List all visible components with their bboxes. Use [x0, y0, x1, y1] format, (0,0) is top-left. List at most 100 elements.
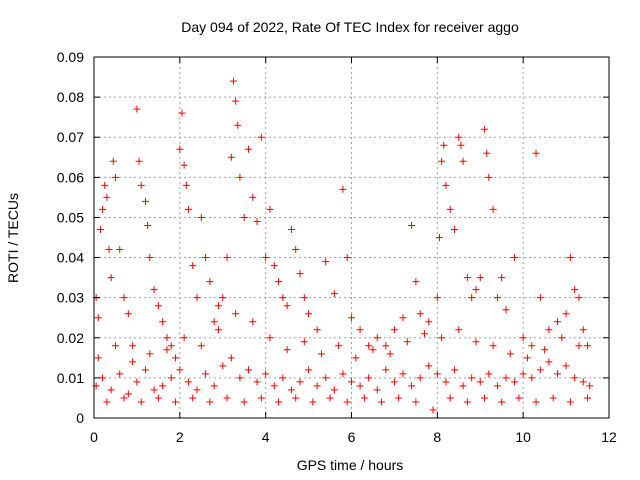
data-point [101, 181, 109, 189]
data-point [457, 141, 465, 149]
data-point [129, 342, 137, 350]
data-point [305, 310, 313, 318]
data-point [105, 246, 113, 254]
data-point [120, 394, 128, 402]
data-point [300, 294, 308, 302]
data-point [545, 358, 553, 366]
data-point [408, 382, 416, 390]
data-point [257, 394, 265, 402]
data-point [438, 334, 446, 342]
data-point [124, 390, 132, 398]
data-point [240, 398, 248, 406]
data-point [352, 354, 360, 362]
data-point [317, 350, 325, 358]
data-point [451, 225, 458, 233]
data-point [330, 290, 338, 298]
data-point [446, 205, 454, 213]
data-point [562, 362, 570, 370]
data-point [502, 374, 510, 382]
data-point [390, 326, 398, 334]
x-tick-label: 12 [601, 429, 617, 445]
data-point [275, 398, 283, 406]
data-point [236, 173, 244, 181]
data-point [120, 294, 128, 302]
y-tick-label: 0.07 [57, 129, 84, 145]
y-axis-label: ROTI / TECUs [5, 193, 21, 283]
data-point [197, 213, 205, 221]
data-point [416, 374, 424, 382]
data-point [416, 310, 424, 318]
data-point [279, 374, 287, 382]
data-point [545, 326, 553, 334]
data-point [339, 370, 347, 378]
data-point [103, 398, 111, 406]
data-point [481, 125, 489, 133]
data-point [476, 378, 484, 386]
data-point [159, 382, 167, 390]
data-point [575, 294, 583, 302]
data-point [129, 358, 137, 366]
data-point [146, 350, 154, 358]
data-point [214, 326, 222, 334]
data-point [283, 346, 291, 354]
data-point [489, 205, 497, 213]
data-point [408, 221, 416, 229]
data-point [178, 109, 186, 117]
data-point [554, 370, 561, 378]
data-point [305, 366, 313, 374]
data-point [163, 334, 171, 342]
data-point [360, 394, 368, 402]
data-point [326, 394, 334, 402]
data-point [150, 386, 158, 394]
data-point [275, 278, 283, 286]
data-point [365, 342, 373, 350]
data-point [502, 306, 510, 314]
data-point [506, 350, 514, 358]
data-point [296, 378, 304, 386]
data-point [99, 205, 107, 213]
data-point [257, 133, 265, 141]
data-point [532, 398, 540, 406]
data-point [571, 374, 579, 382]
data-point [167, 374, 175, 382]
data-point [154, 302, 162, 310]
data-point [562, 310, 570, 318]
data-point [435, 234, 443, 241]
y-tick-label: 0.03 [57, 290, 84, 306]
data-point [313, 326, 321, 334]
data-point [137, 181, 145, 189]
data-point [489, 342, 497, 350]
data-point [335, 342, 343, 350]
data-point [219, 294, 227, 302]
data-point [382, 366, 390, 374]
data-point [459, 157, 467, 165]
data-point [442, 181, 450, 189]
data-point [373, 386, 381, 394]
data-point [103, 193, 111, 201]
data-point [483, 149, 491, 157]
tick-labels: 0 2 4 6 8 10 12 0 0.01 0.02 0.03 0.04 0.05 0.06 0.07 0.… [57, 49, 617, 445]
data-point [493, 294, 501, 302]
data-point [107, 274, 115, 282]
data-point [232, 97, 240, 105]
data-point [249, 193, 257, 201]
data-point [322, 258, 330, 266]
data-point [111, 342, 119, 350]
data-point [558, 334, 566, 342]
data-point [292, 394, 300, 402]
data-point [109, 157, 117, 165]
data-point [234, 121, 242, 129]
data-point [270, 382, 278, 390]
data-point [206, 278, 214, 286]
data-point [455, 133, 463, 141]
data-point [399, 314, 407, 322]
data-point [438, 157, 446, 165]
data-point [180, 161, 188, 169]
y-tick-label: 0 [76, 410, 84, 426]
data-point [172, 398, 180, 406]
data-point [429, 406, 437, 414]
data-point [111, 173, 119, 181]
data-point [300, 338, 308, 346]
data-point [586, 382, 594, 390]
data-point [455, 326, 463, 334]
